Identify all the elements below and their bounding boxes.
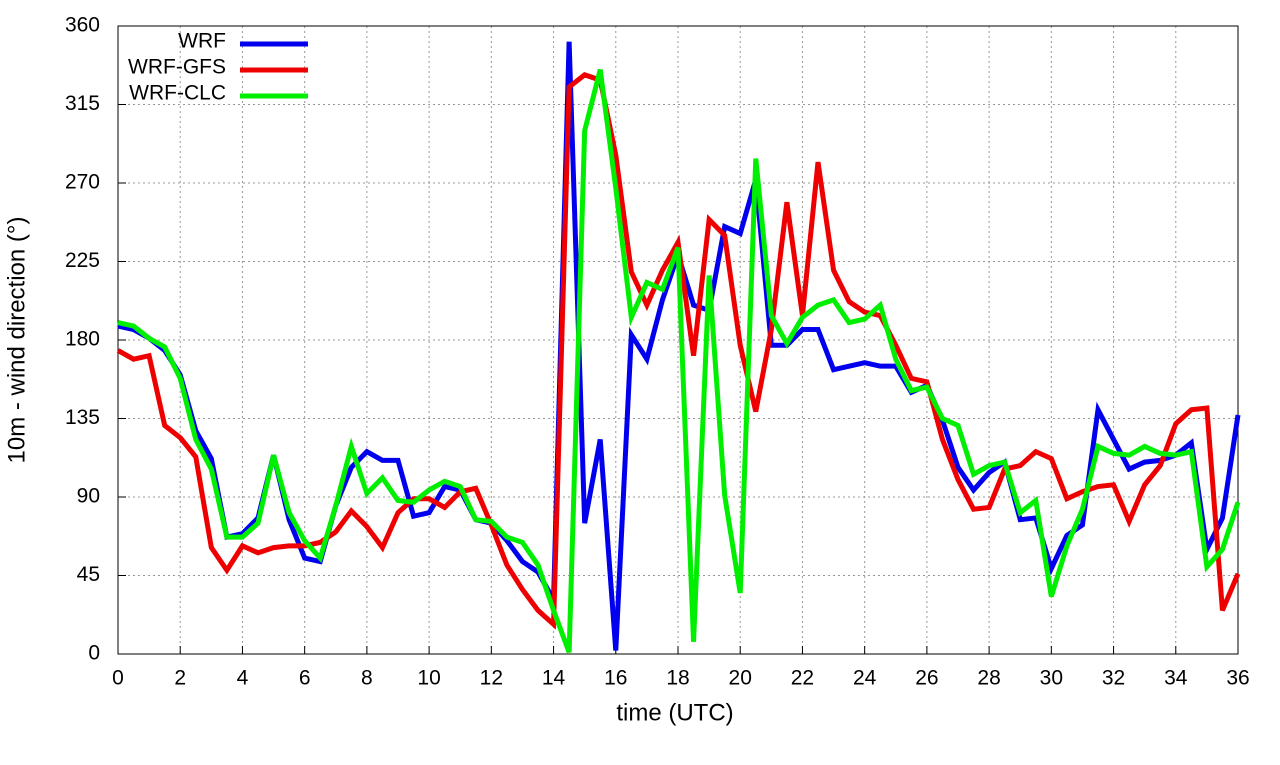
x-tick-label: 32	[1102, 667, 1125, 690]
legend-label: WRF-CLC	[129, 82, 226, 105]
x-tick-label: 24	[853, 667, 877, 690]
y-tick-label: 270	[65, 171, 100, 194]
x-tick-label: 18	[666, 667, 689, 690]
x-tick-label: 26	[915, 667, 938, 690]
y-tick-label: 180	[65, 328, 100, 351]
x-tick-label: 16	[604, 667, 627, 690]
x-tick-label: 2	[174, 667, 186, 690]
legend-label: WRF	[178, 30, 226, 53]
x-tick-label: 8	[361, 667, 373, 690]
x-tick-label: 34	[1164, 667, 1188, 690]
x-tick-label: 0	[112, 667, 124, 690]
y-axis-label: 10m - wind direction (°)	[3, 216, 30, 463]
x-tick-label: 6	[299, 667, 311, 690]
x-tick-label: 12	[480, 667, 503, 690]
y-tick-label: 225	[65, 249, 100, 272]
plot-frame	[117, 25, 1239, 655]
y-tick-label: 315	[65, 92, 100, 115]
x-tick-label: 10	[417, 667, 440, 690]
data-line	[116, 72, 1241, 630]
x-tick-label: 22	[791, 667, 814, 690]
x-tick-label: 4	[237, 667, 249, 690]
y-tick-label: 90	[77, 485, 100, 508]
y-tick-label: 360	[65, 14, 100, 37]
y-tick-label: 135	[65, 406, 100, 429]
x-tick-label: 20	[729, 667, 752, 690]
x-tick-label: 30	[1040, 667, 1063, 690]
x-axis-label: time (UTC)	[616, 699, 733, 726]
y-tick-label: 45	[77, 563, 100, 586]
legend-label: WRF-GFS	[128, 56, 226, 79]
data-line	[117, 68, 1241, 654]
y-tick-label: 0	[88, 642, 100, 665]
x-tick-label: 36	[1226, 667, 1249, 690]
x-tick-label: 14	[542, 667, 566, 690]
x-tick-label: 28	[977, 667, 1000, 690]
